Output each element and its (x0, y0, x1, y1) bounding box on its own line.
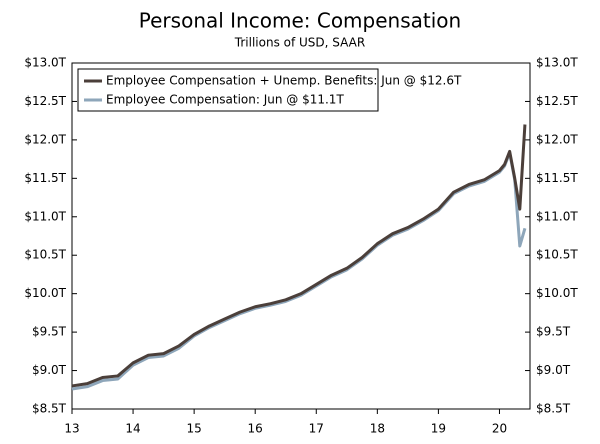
x-tick-label: 16 (248, 422, 263, 436)
y-tick-label: $9.5T (32, 325, 67, 339)
y2-tick-label: $11.5T (536, 171, 578, 185)
y2-tick-label: $9.5T (536, 325, 571, 339)
x-tick-label: 17 (309, 422, 324, 436)
y-tick-label: $11.0T (24, 209, 66, 223)
legend-box (77, 68, 379, 112)
y-tick-label: $13.0T (24, 56, 66, 70)
chart-title: Personal Income: Compensation (139, 9, 461, 33)
legend-label: Employee Compensation + Unemp. Benefits:… (106, 74, 462, 88)
series-line (71, 151, 527, 391)
y2-tick-label: $12.0T (536, 132, 578, 146)
legend-label: Employee Compensation: Jun @ $11.1T (106, 93, 344, 107)
y2-tick-label: $11.0T (536, 209, 578, 223)
plot-frame (71, 62, 531, 410)
chart-subtitle: Trillions of USD, SAAR (234, 36, 365, 50)
y-tick-label: $8.5T (32, 402, 67, 416)
y-tick-label: $10.5T (24, 248, 66, 262)
x-tick-label: 19 (431, 422, 446, 436)
x-tick-label: 14 (125, 422, 140, 436)
x-tick-label: 15 (186, 422, 201, 436)
y2-tick-label: $10.0T (536, 286, 578, 300)
y-tick-label: $10.0T (24, 286, 66, 300)
y2-tick-label: $13.0T (536, 56, 578, 70)
y2-tick-label: $10.5T (536, 248, 578, 262)
y-tick-label: $12.0T (24, 132, 66, 146)
x-tick-label: 18 (370, 422, 385, 436)
y-tick-label: $9.0T (32, 363, 67, 377)
y2-tick-label: $8.5T (536, 402, 571, 416)
series-line (71, 124, 527, 388)
y2-tick-label: $12.5T (536, 94, 578, 108)
y-tick-label: $12.5T (24, 94, 66, 108)
x-tick-label: 13 (64, 422, 79, 436)
y-tick-label: $11.5T (24, 171, 66, 185)
y2-tick-label: $9.0T (536, 363, 571, 377)
x-tick-label: 20 (492, 422, 507, 436)
